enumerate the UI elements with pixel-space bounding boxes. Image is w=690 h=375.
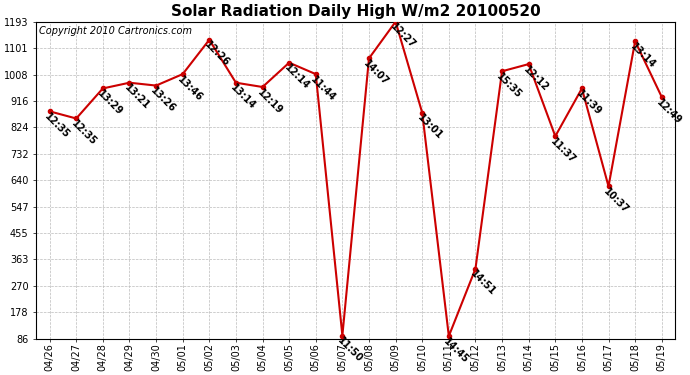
Text: 13:29: 13:29 [96,88,125,117]
Text: 12:19: 12:19 [255,87,284,116]
Text: 12:49: 12:49 [655,97,684,126]
Text: 13:26: 13:26 [149,86,178,114]
Text: 11:37: 11:37 [549,136,578,165]
Text: 11:39: 11:39 [575,88,604,117]
Text: 12:12: 12:12 [522,64,551,93]
Text: 14:07: 14:07 [362,58,391,87]
Text: 13:46: 13:46 [176,74,205,103]
Text: 13:21: 13:21 [122,83,151,112]
Text: 12:35: 12:35 [43,111,72,140]
Text: 10:37: 10:37 [602,186,631,215]
Text: 13:01: 13:01 [415,113,444,142]
Text: 12:35: 12:35 [69,118,98,147]
Text: 13:14: 13:14 [229,83,258,112]
Text: 12:27: 12:27 [388,22,417,51]
Text: 12:14: 12:14 [282,63,311,92]
Text: 11:50: 11:50 [335,336,364,364]
Text: 15:35: 15:35 [495,71,524,100]
Text: 13:14: 13:14 [628,41,657,70]
Text: 12:26: 12:26 [202,40,231,69]
Text: 14:51: 14:51 [469,269,497,298]
Text: Copyright 2010 Cartronics.com: Copyright 2010 Cartronics.com [39,27,193,36]
Title: Solar Radiation Daily High W/m2 20100520: Solar Radiation Daily High W/m2 20100520 [171,4,540,19]
Text: 14:45: 14:45 [442,336,471,365]
Text: 11:44: 11:44 [308,74,337,103]
